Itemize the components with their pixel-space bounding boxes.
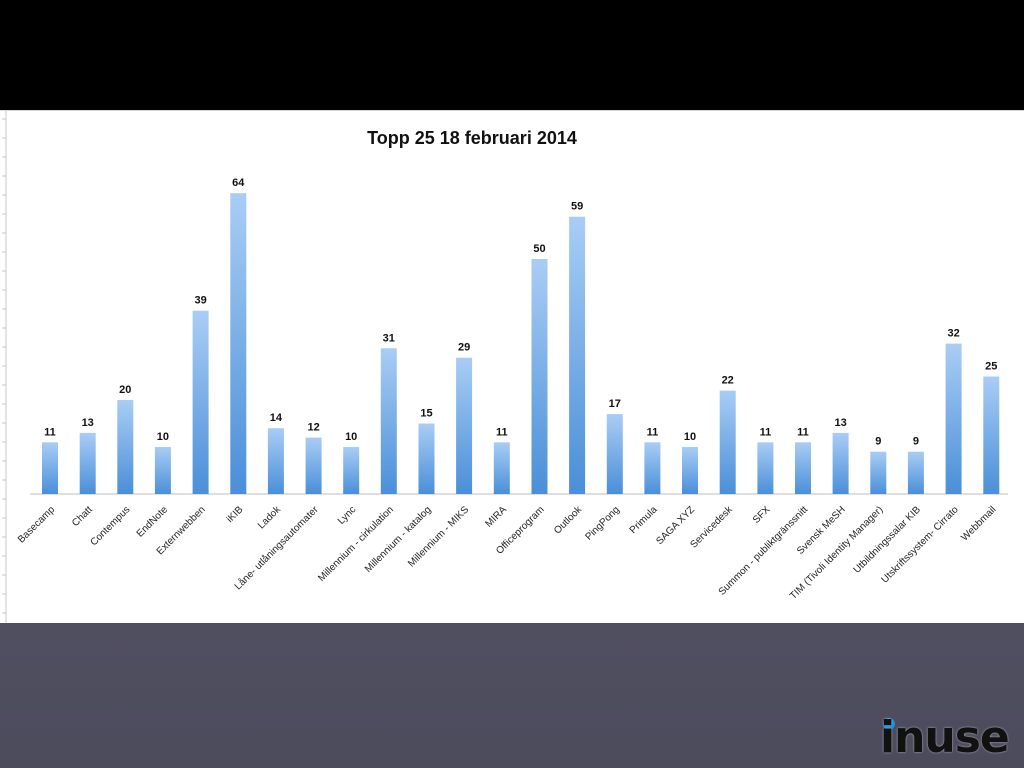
value-label: 13 [82, 417, 94, 429]
bar-18 [682, 447, 698, 494]
category-label: Millennium - katalog [363, 504, 434, 575]
bar-21 [795, 442, 811, 494]
category-label: SFX [751, 504, 773, 526]
bar-23 [870, 451, 887, 494]
left-frame-ticks [2, 118, 6, 614]
category-label: Outlook [552, 504, 585, 537]
value-label: 32 [947, 328, 959, 340]
value-label: 64 [232, 177, 245, 189]
bar-chart: Topp 25 18 februari 2014 111320103964141… [2, 111, 1008, 623]
value-label: 11 [797, 426, 809, 438]
value-label: 20 [119, 384, 131, 396]
chart-title: Topp 25 18 februari 2014 [367, 128, 577, 148]
category-label: iKIB [225, 504, 246, 525]
bar-3 [117, 400, 134, 494]
bar-1 [42, 442, 58, 494]
value-label: 10 [157, 431, 169, 443]
value-label: 22 [722, 375, 734, 387]
logo-text: inuse [880, 712, 1010, 763]
category-label: Ladok [256, 504, 284, 532]
bar-25 [945, 343, 962, 494]
value-label: 11 [760, 426, 772, 438]
bar-11 [418, 423, 435, 494]
value-label: 10 [345, 431, 357, 443]
category-label: Basecamp [16, 504, 57, 545]
bar-9 [343, 447, 360, 494]
bar-22 [832, 432, 849, 494]
value-label: 14 [270, 412, 283, 424]
value-label: 10 [684, 431, 696, 443]
bar-4 [154, 447, 171, 494]
category-label: PingPong [583, 504, 621, 542]
category-label: Millennium - cirkulation [316, 504, 396, 584]
value-label: 59 [571, 201, 583, 213]
bar-20 [757, 442, 774, 494]
value-label: 11 [44, 426, 56, 438]
value-label: 50 [533, 243, 545, 255]
category-label: MIRA [483, 504, 509, 530]
value-label: 9 [913, 436, 919, 448]
bar-12 [456, 357, 473, 494]
value-label: 11 [496, 426, 508, 438]
value-label: 9 [875, 436, 881, 448]
value-label: 15 [420, 408, 432, 420]
category-label: Primula [628, 504, 660, 536]
value-label: 31 [383, 332, 395, 344]
top-black-band [0, 0, 1024, 110]
value-label: 39 [194, 295, 206, 307]
chart-panel: Topp 25 18 februari 2014 11 13 20 10 39 64 14 1… [0, 110, 1024, 623]
bar-8 [305, 437, 322, 494]
inuse-logo: inuse [880, 712, 1020, 764]
value-label: 13 [834, 417, 846, 429]
category-label: Contempus [88, 504, 132, 548]
value-label: 17 [609, 398, 621, 410]
bar-17 [644, 442, 661, 494]
value-label: 29 [458, 342, 470, 354]
value-labels-group: 11 13 20 10 39 64 14 12 10 31 15 29 11 50 59 17 11 10 22 11… [44, 177, 997, 448]
bars-group [42, 193, 1000, 494]
bar-19 [719, 390, 736, 494]
bar-13 [493, 442, 510, 494]
bar-6 [230, 193, 247, 494]
category-label: Webbmail [959, 504, 998, 543]
bar-26 [983, 376, 1000, 494]
bar-14 [531, 259, 548, 494]
bar-15 [569, 216, 586, 494]
value-label: 11 [647, 426, 659, 438]
category-label: Utskriftssystem- Cirrato [879, 504, 961, 586]
bar-2 [79, 432, 96, 494]
category-label: Utbildningssalar KIB [852, 504, 924, 576]
category-label: Lync [336, 504, 358, 526]
bar-5 [192, 310, 209, 494]
category-label: Chatt [70, 504, 95, 529]
bar-16 [606, 414, 623, 494]
inuse-logo-icon [883, 718, 895, 730]
bar-10 [380, 348, 397, 494]
value-label: 25 [985, 361, 997, 373]
bar-24 [907, 451, 924, 494]
category-label: EndNote [135, 504, 171, 540]
bar-7 [267, 428, 284, 494]
value-label: 12 [307, 422, 319, 434]
